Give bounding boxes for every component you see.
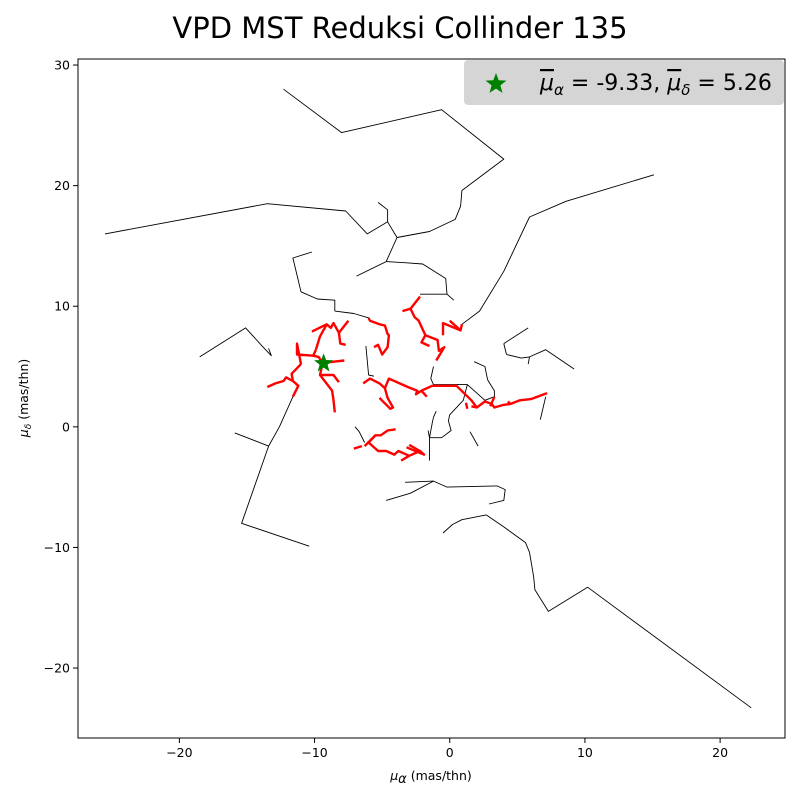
outer-edge-14 <box>539 396 547 420</box>
core-edge-11 <box>383 377 428 398</box>
outer-edge-2 <box>377 202 389 222</box>
x-tick-label: −20 <box>166 745 192 760</box>
outer-edge-0 <box>104 88 505 238</box>
x-axis-ticks: −20 −10 0 10 20 <box>166 738 728 760</box>
core-edge-25 <box>353 444 363 450</box>
core-edge-8 <box>266 376 294 389</box>
core-edge-10 <box>362 377 395 410</box>
outer-edge-17 <box>241 445 310 547</box>
core-edges <box>266 295 548 462</box>
outer-edge-25 <box>433 411 437 418</box>
y-axis-label: μδ (mas/thn) <box>16 359 34 439</box>
legend: μα = -9.33, μδ = 5.26 <box>464 60 784 105</box>
plot-frame <box>77 58 786 739</box>
outer-edge-6 <box>461 174 655 325</box>
y-axis-ticks: −20 −10 0 10 20 30 <box>44 58 78 676</box>
core-edge-20 <box>489 396 496 407</box>
legend-text: μα = -9.33, μδ = 5.26 <box>539 71 772 99</box>
core-edge-14 <box>510 391 548 406</box>
y-tick-label: 20 <box>54 178 70 193</box>
core-edge-21 <box>464 402 469 410</box>
core-edge-19 <box>441 321 462 336</box>
outer-edge-12 <box>484 396 495 401</box>
outer-edge-18 <box>334 310 371 319</box>
core-edge-2 <box>337 332 346 346</box>
chart-title: VPD MST Reduksi Collinder 135 <box>172 11 627 45</box>
y-tick-label: 10 <box>54 299 70 314</box>
outer-edge-4 <box>292 251 336 312</box>
core-edge-13 <box>476 400 512 409</box>
outer-edge-1 <box>356 237 398 277</box>
outer-edge-29 <box>469 431 479 447</box>
outer-edge-28 <box>354 426 366 443</box>
legend-box <box>464 60 784 105</box>
outer-edge-15 <box>199 327 272 358</box>
outer-edge-26 <box>429 384 468 439</box>
outer-edge-8 <box>503 343 507 355</box>
outer-edge-16 <box>234 396 294 447</box>
outer-edge-22 <box>442 514 487 534</box>
core-edge-6 <box>319 374 336 413</box>
x-tick-label: −10 <box>301 745 327 760</box>
y-tick-label: 30 <box>54 58 70 73</box>
center-star-marker <box>314 353 334 372</box>
core-edge-9 <box>367 317 391 356</box>
outer-edge-7 <box>503 327 529 344</box>
y-tick-label: −10 <box>44 540 70 555</box>
x-tick-label: 10 <box>577 745 593 760</box>
core-edge-16 <box>409 308 446 362</box>
core-edge-3 <box>312 349 345 365</box>
outer-edge-11 <box>473 361 495 397</box>
x-tick-label: 20 <box>712 745 728 760</box>
core-edge-23 <box>367 434 411 462</box>
core-edge-17 <box>420 334 430 348</box>
x-axis-label: μα (mas/thn) <box>389 768 472 787</box>
outer-edge-24 <box>427 417 434 439</box>
core-edge-0 <box>311 319 350 334</box>
outer-edge-20 <box>405 480 506 505</box>
core-edge-4 <box>295 342 314 365</box>
x-tick-label: 0 <box>446 745 454 760</box>
outer-edge-21 <box>386 480 434 501</box>
outer-edge-10 <box>527 356 530 365</box>
center-marker-layer <box>314 353 334 372</box>
legend-star-icon <box>485 73 507 93</box>
outer-edge-23 <box>485 514 752 709</box>
outer-edge-19 <box>365 345 375 377</box>
plot-area <box>104 88 752 709</box>
core-edge-1 <box>314 323 328 351</box>
outer-edge-30 <box>430 366 434 385</box>
y-tick-label: 0 <box>62 419 70 434</box>
outer-edges <box>104 88 752 709</box>
core-edge-12 <box>420 384 478 409</box>
outer-edge-9 <box>506 349 575 370</box>
outer-edge-3 <box>386 261 455 301</box>
core-edge-26 <box>406 446 426 456</box>
y-tick-label: −20 <box>44 661 70 676</box>
